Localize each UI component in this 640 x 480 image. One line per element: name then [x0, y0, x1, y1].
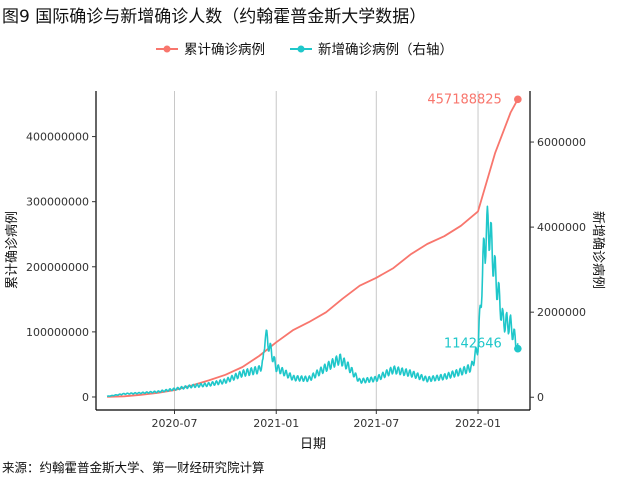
legend-swatch-cumulative-dot — [163, 45, 171, 53]
series-line-cumulative — [107, 98, 519, 398]
y-left-tick-label: 0 — [82, 391, 89, 404]
series-line-daily — [106, 205, 519, 398]
end-point-cumulative — [514, 95, 522, 104]
y-right-tick-label: 6000000 — [537, 136, 586, 149]
y-left-tick-label: 300000000 — [26, 196, 89, 209]
series-layer: 457188825 1142646 — [106, 92, 522, 398]
ticks-layer: 2020-07 2021-01 2021-07 2022-01 0 100000000 20… — [26, 131, 586, 430]
x-tick-label: 2020-07 — [152, 417, 198, 430]
end-point-daily — [514, 344, 522, 353]
source-note: 来源：约翰霍普金斯大学、第一财经研究院计算 — [2, 460, 265, 475]
y-right-tick-label: 0 — [537, 391, 544, 404]
legend-swatch-daily-dot — [297, 45, 305, 53]
y-left-tick-label: 200000000 — [26, 261, 89, 274]
legend-item-cumulative: 累计确诊病例 — [156, 42, 265, 58]
x-axis-title: 日期 — [300, 437, 326, 452]
chart-title: 图9 国际确诊与新增确诊人数（约翰霍普金斯大学数据） — [2, 7, 427, 27]
x-tick-label: 2021-07 — [353, 417, 399, 430]
legend-label-cumulative: 累计确诊病例 — [184, 42, 265, 58]
x-tick-label: 2022-01 — [455, 417, 501, 430]
end-label-daily: 1142646 — [444, 337, 502, 352]
end-label-cumulative: 457188825 — [427, 92, 501, 107]
y-left-tick-label: 100000000 — [26, 326, 89, 339]
y-right-tick-label: 4000000 — [537, 221, 586, 234]
y-left-axis-title: 累计确诊病例 — [5, 211, 20, 289]
legend-item-daily: 新增确诊病例（右轴） — [290, 42, 453, 58]
legend: 累计确诊病例 新增确诊病例（右轴） — [156, 42, 453, 58]
y-right-axis-title: 新增确诊病例 — [590, 211, 606, 289]
x-tick-label: 2021-01 — [253, 417, 299, 430]
gridlines — [174, 91, 479, 410]
y-right-tick-label: 2000000 — [537, 306, 586, 319]
y-left-tick-label: 400000000 — [26, 131, 89, 144]
legend-label-daily: 新增确诊病例（右轴） — [318, 42, 453, 58]
